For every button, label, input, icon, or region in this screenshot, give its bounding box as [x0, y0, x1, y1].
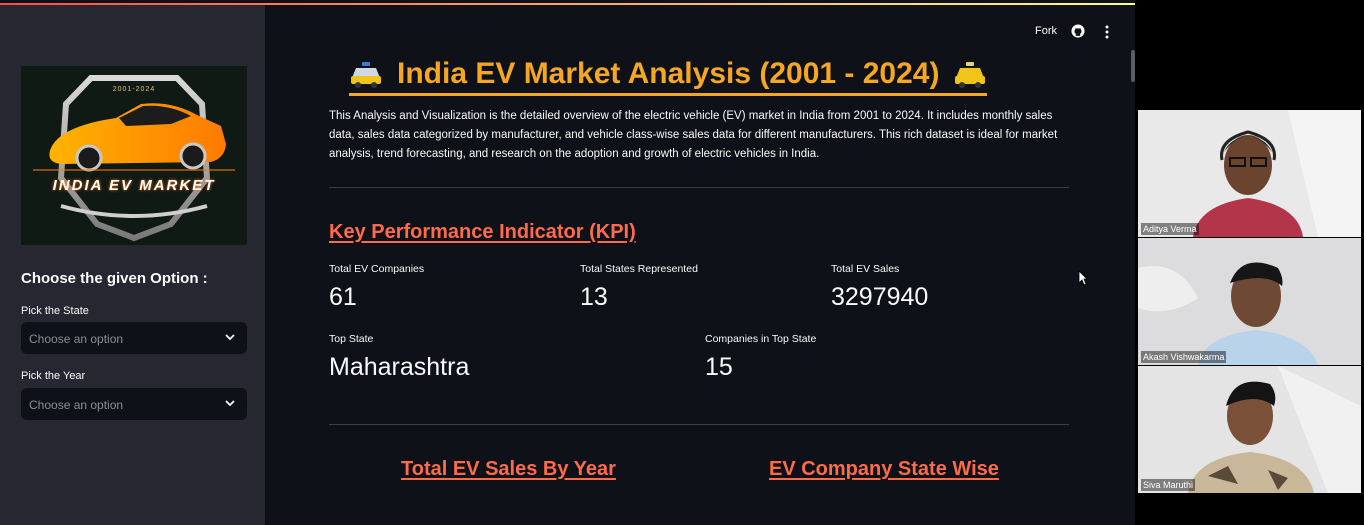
- participant-tile[interactable]: Aditya Verma: [1138, 110, 1361, 237]
- participant-video: [1138, 366, 1361, 493]
- india-ev-market-logo: 2001-2024 INDIA EV MARKET: [21, 66, 247, 245]
- divider: [329, 424, 1069, 425]
- logo-graphic: [33, 75, 235, 242]
- metric-label-top-state-companies: Companies in Top State: [705, 333, 817, 345]
- section-link-sales-by-year[interactable]: Total EV Sales By Year: [401, 458, 616, 480]
- participant-name: Siva Maruthi: [1141, 479, 1196, 491]
- participant-video: [1138, 238, 1361, 365]
- participant-name: Akash Vishwakarma: [1141, 351, 1227, 363]
- taxi-icon: [351, 61, 381, 88]
- section-link-company-state-wise[interactable]: EV Company State Wise: [769, 458, 999, 480]
- description-text: This Analysis and Visualization is the d…: [329, 110, 1058, 160]
- state-select-placeholder: Choose an option: [29, 332, 124, 346]
- metric-value-companies: 61: [329, 283, 357, 311]
- kpi-heading: Key Performance Indicator (KPI): [329, 221, 636, 243]
- github-icon[interactable]: [1071, 24, 1085, 38]
- state-field-label: Pick the State: [21, 305, 89, 317]
- year-field-label: Pick the Year: [21, 370, 86, 382]
- fork-button[interactable]: Fork: [1035, 25, 1057, 37]
- page-title: India EV Market Analysis (2001 - 2024): [397, 56, 940, 90]
- participant-tile[interactable]: Siva Maruthi: [1138, 366, 1361, 493]
- participant-tile[interactable]: Akash Vishwakarma: [1138, 238, 1361, 365]
- state-select[interactable]: Choose an option: [21, 322, 247, 354]
- participant-name: Aditya Verma: [1141, 223, 1199, 235]
- kebab-menu-icon[interactable]: [1100, 24, 1114, 40]
- sidebar-heading: Choose the given Option :: [21, 270, 208, 287]
- metric-label-top-state: Top State: [329, 333, 374, 345]
- logo-text: INDIA EV MARKET: [52, 177, 216, 194]
- metric-value-total-sales: 3297940: [831, 283, 929, 311]
- chevron-down-icon: [225, 334, 235, 341]
- chevron-down-icon: [225, 400, 235, 407]
- metric-label-states: Total States Represented: [580, 263, 698, 275]
- scrollbar[interactable]: [1131, 50, 1135, 82]
- top-decoration-bar: [0, 3, 1135, 5]
- year-select[interactable]: Choose an option: [21, 388, 247, 420]
- streamlit-app: 2001-2024 INDIA EV MARKET Choose the giv…: [0, 0, 1135, 525]
- metric-value-top-state: Maharashtra: [329, 353, 470, 381]
- metric-value-states: 13: [580, 283, 608, 311]
- divider: [329, 187, 1069, 188]
- metric-label-companies: Total EV Companies: [329, 263, 425, 275]
- metric-value-top-state-companies: 15: [705, 353, 733, 381]
- participant-video: [1138, 110, 1361, 237]
- taxi-icon: [955, 61, 986, 88]
- logo-years: 2001-2024: [112, 86, 156, 93]
- mouse-cursor-icon: [1078, 270, 1088, 286]
- page-title-link[interactable]: India EV Market Analysis (2001 - 2024): [349, 56, 988, 96]
- metric-label-total-sales: Total EV Sales: [831, 263, 900, 275]
- year-select-placeholder: Choose an option: [29, 398, 124, 412]
